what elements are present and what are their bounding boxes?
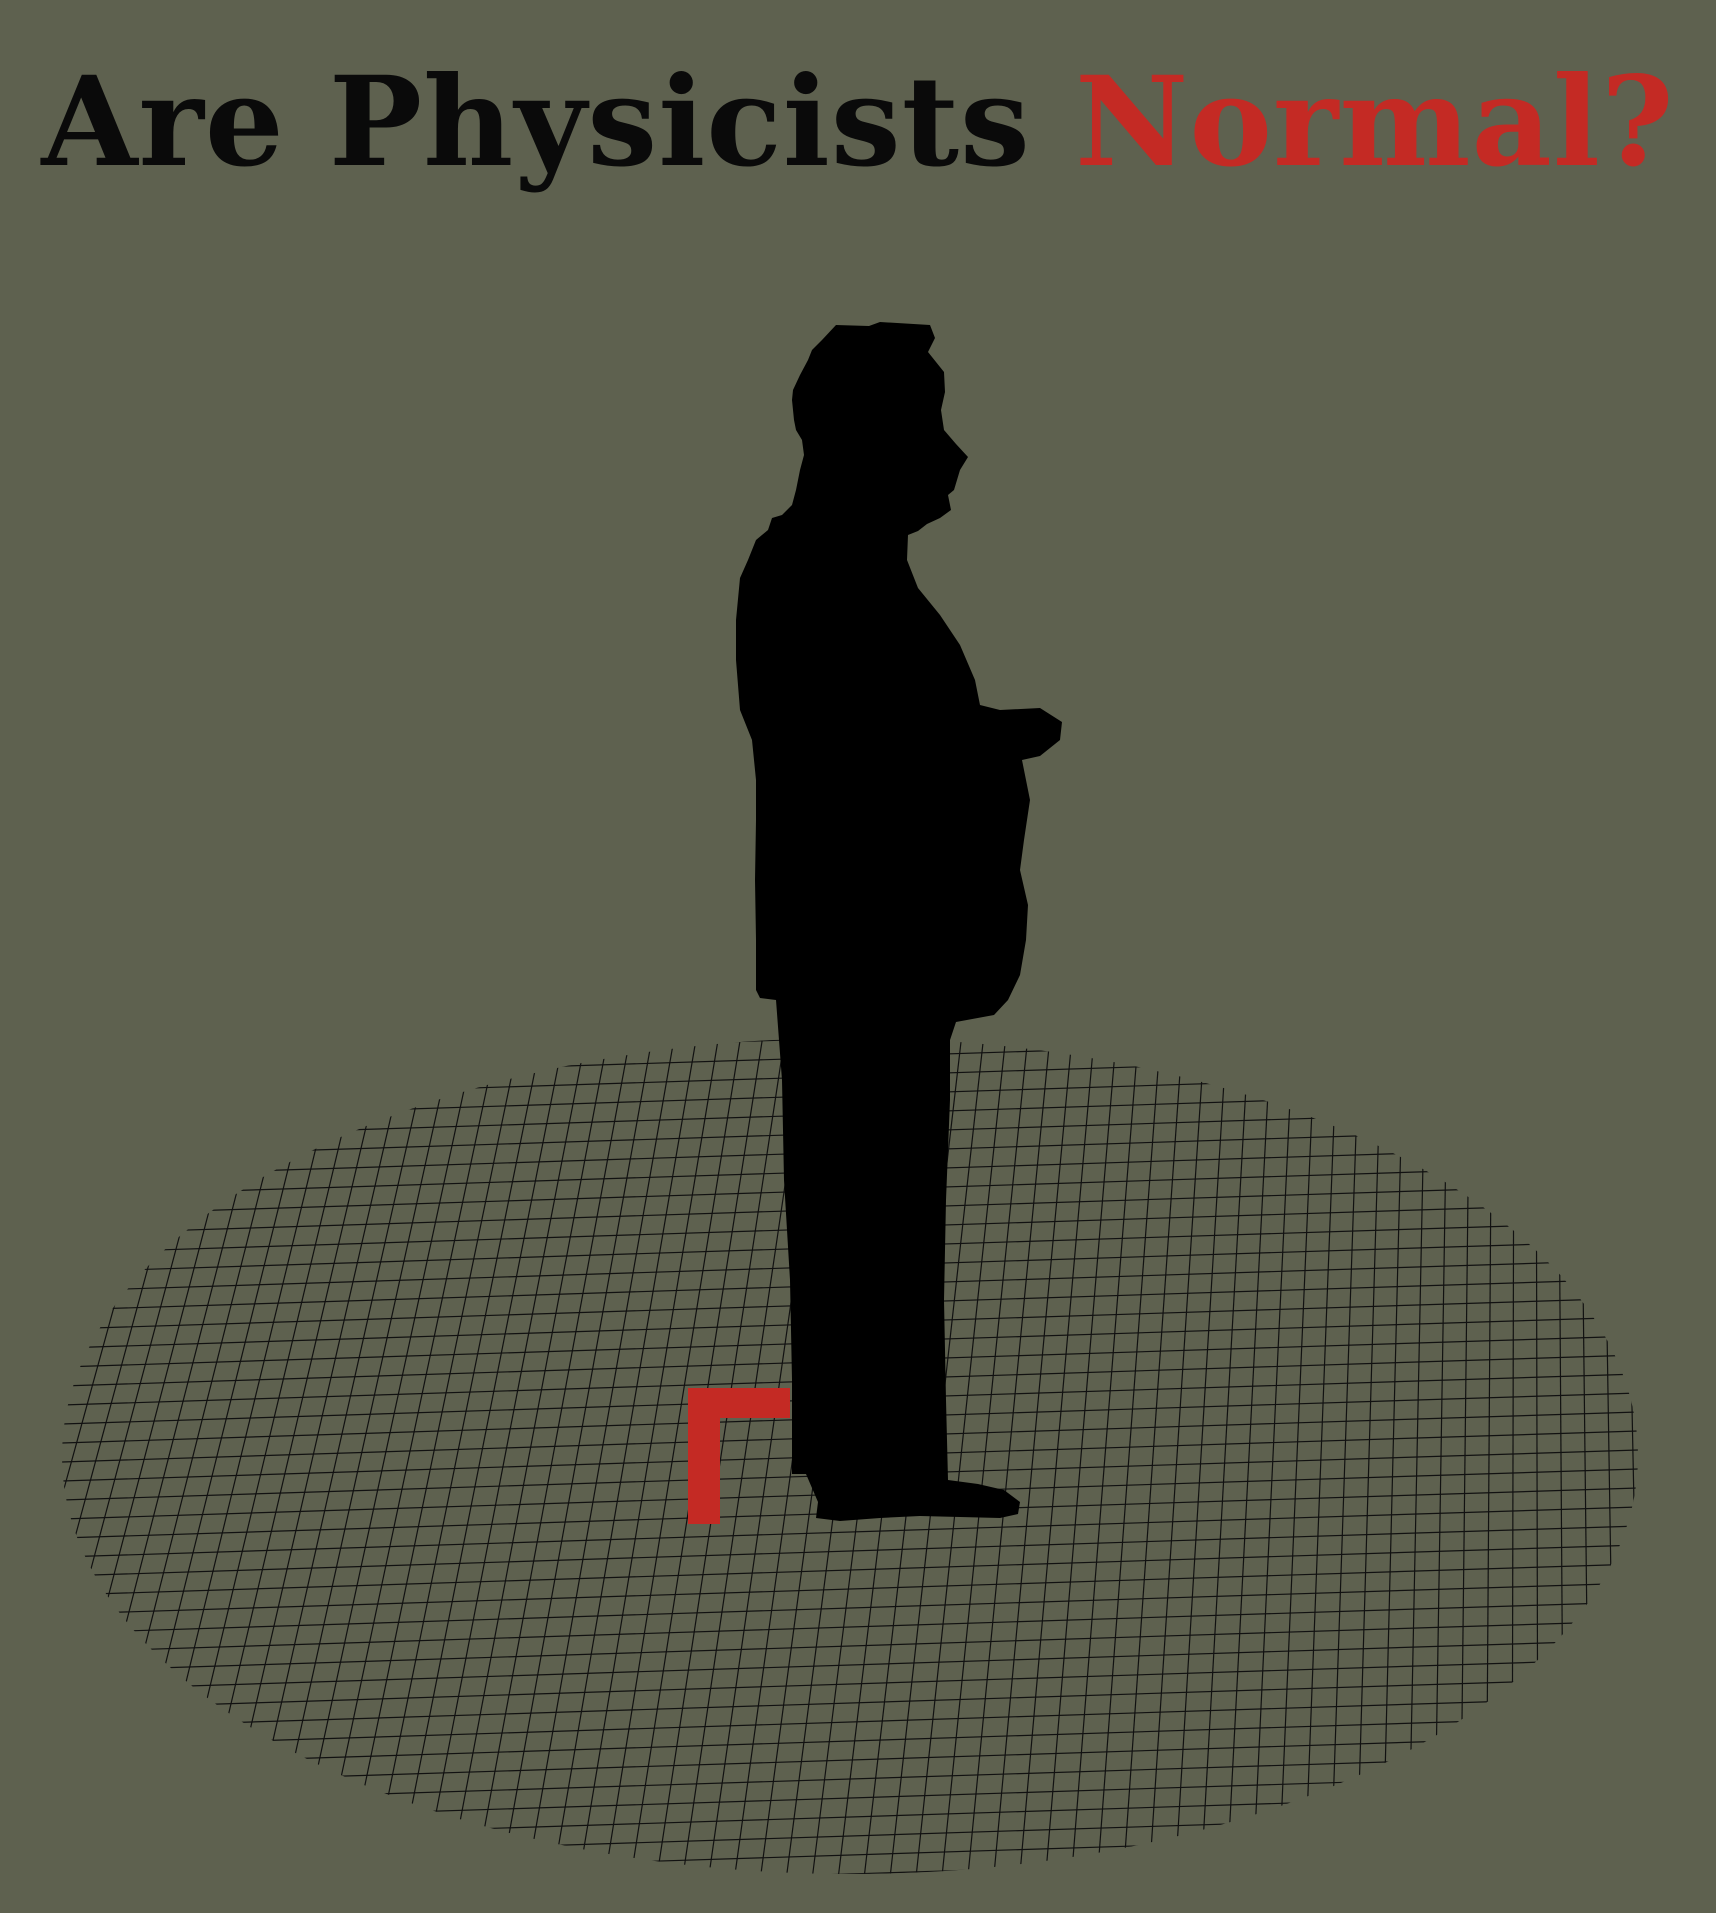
grid-line — [1303, 1038, 1339, 1874]
title-part-red: Normal? — [1074, 50, 1675, 195]
grid-line — [1511, 1038, 1515, 1874]
grid-line — [1095, 1038, 1163, 1874]
grid-line — [1355, 1038, 1383, 1874]
grid-line — [1225, 1038, 1273, 1874]
grid-line — [1147, 1038, 1207, 1874]
grid-line — [1173, 1038, 1229, 1874]
grid-line — [62, 1600, 1638, 1654]
grid-line — [62, 1038, 151, 1874]
grid-line — [419, 1038, 591, 1874]
grid-line — [289, 1038, 481, 1874]
grid-line — [601, 1038, 745, 1874]
grid-line — [1712, 1016, 1716, 1896]
grid-line — [471, 1038, 635, 1874]
grid-line — [62, 1038, 239, 1874]
grid-line — [1668, 1016, 1694, 1896]
grid-line — [549, 1038, 701, 1874]
grid-line — [315, 1038, 503, 1874]
grid-line — [1557, 1038, 1565, 1874]
grid-line — [1485, 1038, 1493, 1874]
grid-line — [393, 1038, 569, 1874]
grid-line — [1121, 1038, 1185, 1874]
grid-line — [913, 1038, 1009, 1874]
grid-line — [62, 1038, 129, 1874]
grid-line — [62, 1562, 1638, 1616]
title-part-black: Are Physicists — [41, 50, 1075, 195]
grid-line — [341, 1038, 525, 1874]
grid-line — [1690, 1016, 1716, 1896]
grid-line — [62, 1543, 1638, 1597]
grid-line — [1381, 1038, 1405, 1874]
grid-line — [62, 1790, 1638, 1844]
grid-line — [62, 1038, 217, 1874]
grid-line — [1535, 1038, 1539, 1874]
grid-line — [62, 1657, 1638, 1711]
grid-line — [62, 1676, 1638, 1730]
grid-line — [62, 1505, 1638, 1559]
grid-line — [0, 1016, 40, 1896]
poster-title: Are Physicists Normal? — [0, 48, 1716, 198]
grid-line — [523, 1038, 679, 1874]
grid-line — [62, 1038, 63, 1874]
grid-line — [107, 1038, 327, 1874]
grid-line — [497, 1038, 657, 1874]
grid-line — [62, 1714, 1638, 1768]
grid-line — [1407, 1038, 1427, 1874]
grid-line — [939, 1038, 1031, 1874]
grid-line — [1017, 1038, 1097, 1874]
grid-line — [263, 1038, 459, 1874]
grid-line — [62, 1524, 1638, 1578]
grid-line — [1251, 1038, 1295, 1874]
grid-line — [62, 1038, 173, 1874]
grid-line — [991, 1038, 1075, 1874]
grid-line — [1199, 1038, 1251, 1874]
grid-line — [1329, 1038, 1361, 1874]
grid-line — [62, 1847, 1638, 1874]
grid-line — [445, 1038, 613, 1874]
grid-line — [62, 1828, 1638, 1874]
grid-line — [62, 1619, 1638, 1673]
grid-line — [62, 1752, 1638, 1806]
grid-line — [1579, 1038, 1591, 1874]
grid-line — [62, 1038, 107, 1874]
grid-line — [62, 1581, 1638, 1635]
red-corner-bracket — [688, 1388, 790, 1524]
grid-line — [62, 1038, 85, 1874]
grid-line — [1623, 1038, 1638, 1874]
grid-line — [62, 1038, 261, 1874]
grid-line — [62, 1695, 1638, 1749]
man-silhouette — [736, 322, 1062, 1521]
grid-line — [965, 1038, 1053, 1874]
grid-line — [1277, 1038, 1317, 1874]
grid-line — [62, 1809, 1638, 1863]
grid-line — [1646, 1016, 1668, 1896]
grid-line — [62, 1638, 1638, 1692]
grid-line — [81, 1038, 305, 1874]
grid-line — [30, 1886, 1670, 1913]
grid-line — [1601, 1038, 1617, 1874]
grid-line — [653, 1038, 789, 1874]
